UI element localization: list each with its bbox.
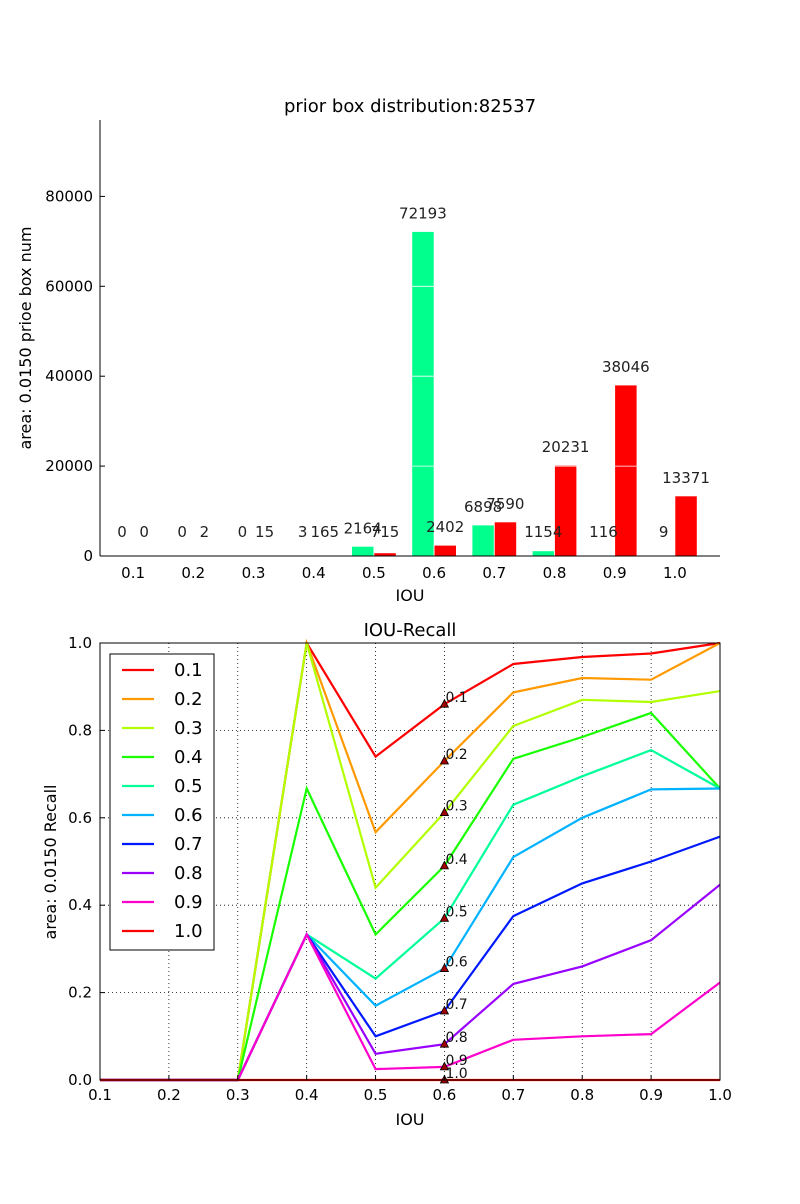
bar-y-axis-label: area: 0.0150 prioe box num	[16, 227, 35, 450]
bar-value-label: 13371	[662, 469, 710, 487]
line-x-tick-label: 1.0	[708, 1086, 732, 1104]
bar-x-tick-label: 0.8	[543, 564, 567, 582]
bar-x-tick-label: 1.0	[663, 564, 687, 582]
series-line-0.9	[100, 935, 720, 1081]
bar-value-label: 38046	[602, 358, 650, 376]
line-x-axis-label: IOU	[395, 1110, 424, 1129]
bar-x-ticks: 0.1 0.2 0.3 0.4 0.5 0.6 0.7 0.8 0.9 1.0	[121, 564, 687, 582]
legend-label: 0.4	[174, 747, 203, 768]
bar-0.7-s1	[494, 522, 516, 556]
bar-y-tick-label: 40000	[45, 367, 93, 385]
bar-chart-title: prior box distribution:82537	[284, 96, 536, 117]
bar-0.5-s0	[352, 546, 374, 556]
line-chart-title: IOU-Recall	[364, 620, 457, 641]
bar-value-label: 9	[659, 523, 669, 541]
bar-value-label: 116	[589, 523, 618, 541]
bar-0.6-s0	[412, 232, 434, 557]
bar-value-label: 2	[200, 523, 210, 541]
marker-label: 0.7	[445, 997, 467, 1013]
bar-0.7-s0	[472, 525, 494, 556]
bar-x-tick-label: 0.3	[242, 564, 266, 582]
line-x-tick-label: 0.5	[364, 1086, 388, 1104]
marker-label: 0.1	[445, 690, 467, 706]
line-y-axis-label: area: 0.0150 Recall	[41, 785, 60, 940]
legend-label: 0.9	[174, 892, 203, 913]
bar-0.6-s1	[434, 545, 456, 556]
bar-x-tick-label: 0.1	[121, 564, 145, 582]
marker-label: 0.5	[445, 904, 467, 920]
legend-label: 0.2	[174, 689, 203, 710]
marker-label: 0.6	[445, 955, 467, 971]
marker-label: 0.2	[445, 747, 467, 763]
bar-value-label: 0	[139, 523, 149, 541]
bar-x-tick-label: 0.6	[422, 564, 446, 582]
bar-x-tick-label: 0.2	[181, 564, 205, 582]
bar-x-tick-label: 0.9	[603, 564, 627, 582]
legend-label: 0.7	[174, 834, 203, 855]
marker-label: 0.4	[445, 852, 467, 868]
bar-value-label: 165	[310, 523, 339, 541]
bar-1.0-s1	[675, 496, 697, 556]
bar-y-tick-label: 80000	[45, 187, 93, 205]
legend-label: 0.1	[174, 660, 203, 681]
line-y-tick-label: 0.8	[68, 721, 92, 739]
bar-x-tick-label: 0.7	[482, 564, 506, 582]
marker-label: 0.8	[445, 1030, 467, 1046]
line-x-tick-label: 0.1	[88, 1086, 112, 1104]
legend-label: 1.0	[174, 921, 203, 942]
line-x-tick-label: 0.4	[295, 1086, 319, 1104]
bar-0.8-s0	[532, 551, 554, 556]
line-x-tick-label: 0.3	[226, 1086, 250, 1104]
line-y-ticks: 0.00.20.40.60.81.0	[68, 634, 105, 1089]
legend-label: 0.8	[174, 863, 203, 884]
line-legend: 0.1 0.2 0.3 0.4 0.5 0.6 0.7 0.8 0.9 1.0	[110, 654, 214, 950]
bar-x-axis-label: IOU	[395, 586, 424, 605]
line-x-tick-label: 0.8	[570, 1086, 594, 1104]
bar-y-tick-label: 60000	[45, 277, 93, 295]
bar-value-label: 72193	[399, 205, 447, 223]
bar-y-tick-label: 0	[83, 547, 93, 565]
marker-label: 0.3	[445, 799, 467, 815]
bar-y-tick-label: 20000	[45, 457, 93, 475]
bar-x-tick-label: 0.4	[302, 564, 326, 582]
line-y-tick-label: 1.0	[68, 634, 92, 652]
bar-value-label: 0	[238, 523, 248, 541]
line-x-tick-label: 0.2	[157, 1086, 181, 1104]
line-x-tick-label: 0.9	[639, 1086, 663, 1104]
bar-value-label: 15	[255, 523, 274, 541]
line-y-tick-label: 0.4	[68, 896, 92, 914]
bar-value-label: 715	[371, 523, 400, 541]
bar-0.8-s1	[555, 465, 577, 556]
bar-value-label: 0	[117, 523, 127, 541]
line-x-tick-label: 0.7	[501, 1086, 525, 1104]
line-chart: IOU-Recall 0.1 0.2 0.3 0.4 0.5 0.6 0.7 0.8 0.9 1.…	[41, 620, 732, 1129]
bar-x-tick-label: 0.5	[362, 564, 386, 582]
bar-value-label: 0	[177, 523, 187, 541]
bar-y-ticks: 0 20000 40000 60000 80000	[45, 187, 105, 565]
bar-value-label: 7590	[486, 495, 524, 513]
line-x-tick-label: 0.6	[433, 1086, 457, 1104]
legend-label: 0.5	[174, 776, 203, 797]
bar-value-label: 3	[298, 523, 308, 541]
bar-value-label: 20231	[542, 438, 590, 456]
line-y-tick-label: 0.6	[68, 809, 92, 827]
bar-value-label: 1154	[524, 523, 562, 541]
bar-0.9-s1	[615, 385, 637, 556]
legend-label: 0.6	[174, 805, 203, 826]
bar-value-label: 2402	[426, 518, 464, 536]
line-y-tick-label: 0.2	[68, 984, 92, 1002]
legend-label: 0.3	[174, 718, 203, 739]
